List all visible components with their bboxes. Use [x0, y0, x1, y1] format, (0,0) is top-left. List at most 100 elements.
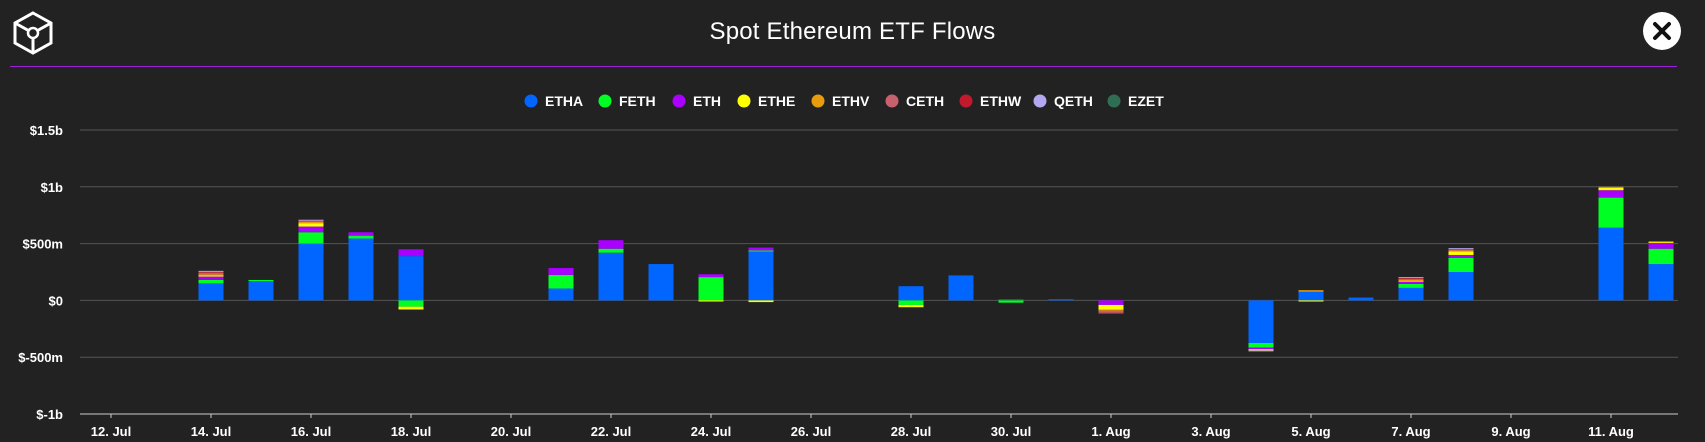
bar-ezet-2025-07-30	[998, 299, 1024, 301]
bar-eth-2025-08-08	[1448, 254, 1474, 258]
bar-ethw-2025-07-16	[298, 220, 324, 222]
legend-label: ETHW	[980, 93, 1022, 109]
legend-marker	[737, 94, 751, 108]
bar-etha-2025-08-11	[1598, 227, 1624, 301]
bar-eth-2025-07-17	[348, 232, 374, 236]
bar-ethe-2025-08-11	[1598, 187, 1624, 191]
y-tick-label: $-1b	[36, 407, 63, 422]
bar-ethv-2025-07-14	[198, 274, 224, 276]
bar-ceth-2025-07-14	[198, 272, 224, 275]
bar-eth-2025-07-24	[698, 274, 724, 278]
bar-ethw-2025-07-14	[198, 271, 224, 273]
bar-etha-2025-07-14	[198, 283, 224, 301]
bar-feth-2025-07-17	[348, 235, 374, 239]
y-tick-label: $500m	[23, 237, 63, 252]
bar-ethv-2025-08-12	[1648, 241, 1674, 243]
bar-ceth-2025-08-08	[1448, 249, 1474, 251]
legend-marker	[598, 94, 612, 108]
bar-ethe-2025-07-25	[748, 300, 774, 303]
bar-etha-2025-08-12	[1648, 264, 1674, 301]
x-tick-label: 11. Aug	[1588, 424, 1634, 439]
bar-eth-2025-07-16	[298, 226, 324, 233]
x-tick-label: 16. Jul	[291, 424, 331, 439]
bar-etha-2025-07-17	[348, 238, 374, 301]
bar-etha-2025-08-04	[1248, 300, 1274, 343]
legend-item-feth[interactable]: FETH	[598, 93, 656, 109]
bar-etha-2025-08-06	[1348, 297, 1374, 301]
x-tick-label: 12. Jul	[91, 424, 131, 439]
bar-ethe-2025-07-28	[898, 304, 924, 308]
bar-eth-2025-08-04	[1248, 347, 1274, 350]
x-tick-label: 26. Jul	[791, 424, 831, 439]
x-tick-label: 24. Jul	[691, 424, 731, 439]
x-tick-label: 7. Aug	[1391, 424, 1430, 439]
legend-marker	[672, 94, 686, 108]
x-tick-label: 28. Jul	[891, 424, 931, 439]
bar-ethe-2025-08-04	[1248, 349, 1274, 351]
y-axis: $1.5b $1b $500m $0 $-500m $-1b	[18, 123, 63, 422]
bar-eth-2025-07-21	[548, 268, 574, 275]
bar-ethv-2025-08-08	[1448, 250, 1474, 252]
bar-etha-2025-07-18	[398, 256, 424, 301]
bar-feth-2025-07-16	[298, 232, 324, 244]
bar-ethe-2025-08-05	[1298, 300, 1324, 302]
bar-feth-2025-07-22	[598, 248, 624, 253]
bar-etha-2025-07-22	[598, 252, 624, 301]
legend-marker	[1033, 94, 1047, 108]
legend-label: ETHE	[758, 93, 795, 109]
bar-feth-2025-07-18	[398, 300, 424, 307]
bar-ethv-2025-08-11	[1598, 186, 1624, 188]
legend-marker	[1107, 94, 1121, 108]
legend-label: ETHA	[545, 93, 583, 109]
bar-ceth-2025-08-01	[1098, 310, 1124, 313]
close-button[interactable]	[1643, 12, 1681, 50]
bar-feth-2025-07-25	[748, 250, 774, 252]
bar-ethv-2025-08-07	[1398, 279, 1424, 281]
bar-ethv-2025-07-16	[298, 221, 324, 224]
bar-etha-2025-07-23	[648, 264, 674, 301]
chart-title: Spot Ethereum ETF Flows	[709, 18, 996, 45]
cube-logo-icon[interactable]	[10, 10, 56, 56]
bar-ethe-2025-08-01	[1098, 304, 1124, 310]
bar-etha-2025-08-07	[1398, 287, 1424, 301]
bar-eth-2025-07-14	[198, 276, 224, 280]
legend-item-ethv[interactable]: ETHV	[811, 93, 871, 109]
bar-qeth-2025-08-07	[1398, 277, 1424, 279]
x-axis: 12. Jul 14. Jul 16. Jul 18. Jul 20. Jul 22. J…	[91, 414, 1634, 439]
legend-marker	[811, 94, 825, 108]
bar-etha-2025-08-05	[1298, 291, 1324, 301]
legend-item-ethw[interactable]: ETHW	[959, 93, 1023, 109]
bar-etha-2025-07-15	[248, 281, 274, 301]
legend-item-ezet[interactable]: EZET	[1107, 93, 1165, 109]
bar-ethv-2025-08-01	[1098, 309, 1124, 311]
bar-eth-2025-07-25	[748, 247, 774, 251]
bar-qeth-2025-07-14	[198, 270, 224, 272]
bar-eth-2025-08-01	[1098, 300, 1124, 305]
bar-feth-2025-08-05	[1298, 290, 1324, 292]
bar-etha-2025-07-31	[1048, 299, 1074, 301]
bars	[198, 186, 1674, 352]
bar-feth-2025-07-15	[248, 279, 274, 282]
legend-item-qeth[interactable]: QETH	[1033, 93, 1093, 109]
bar-ethw-2025-08-01	[1098, 312, 1124, 315]
bar-eth-2025-08-11	[1598, 190, 1624, 198]
bar-eth-2025-08-07	[1398, 281, 1424, 284]
bar-ethv-2025-08-05	[1298, 290, 1324, 292]
y-tick-label: $1.5b	[30, 123, 63, 138]
x-tick-label: 3. Aug	[1191, 424, 1230, 439]
bar-feth-2025-08-04	[1248, 343, 1274, 348]
y-tick-label: $-500m	[18, 350, 63, 365]
bar-ethe-2025-08-12	[1648, 241, 1674, 244]
legend-item-ethe[interactable]: ETHE	[737, 93, 796, 109]
bar-etha-2025-07-29	[948, 275, 974, 301]
bar-eth-2025-07-22	[598, 240, 624, 249]
bar-etha-2025-07-28	[898, 286, 924, 301]
bar-ethe-2025-07-24	[698, 300, 724, 302]
legend-item-eth[interactable]: ETH	[672, 93, 722, 109]
bar-ethe-2025-07-14	[198, 275, 224, 277]
bar-etha-2025-07-21	[548, 288, 574, 301]
legend-item-ceth[interactable]: CETH	[885, 93, 945, 109]
x-tick-label: 18. Jul	[391, 424, 431, 439]
legend-item-etha[interactable]: ETHA	[524, 93, 584, 109]
